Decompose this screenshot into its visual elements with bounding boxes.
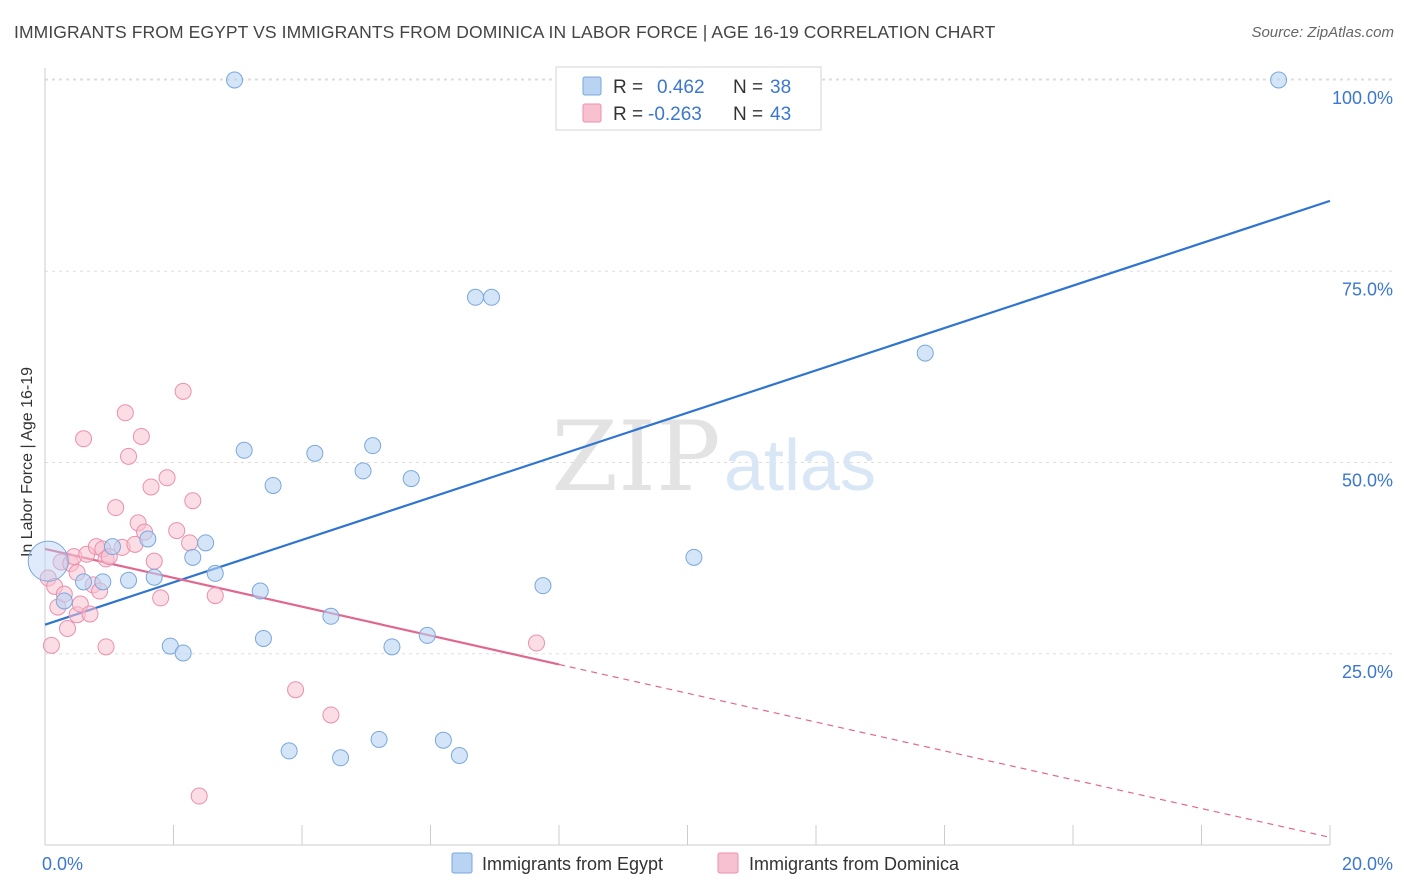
data-point-dominica xyxy=(120,447,138,465)
data-point-egypt xyxy=(354,462,372,480)
data-point-dominica xyxy=(181,534,199,552)
x-tick-label: 20.0% xyxy=(1342,854,1393,874)
data-point-egypt xyxy=(916,344,934,362)
y-tick-label: 100.0% xyxy=(1332,88,1393,108)
stats-n-value-egypt: 38 xyxy=(770,77,791,98)
data-point-dominica xyxy=(528,634,546,652)
y-tick-label: 75.0% xyxy=(1342,279,1393,299)
watermark-atlas: atlas xyxy=(724,426,876,506)
data-point-dominica xyxy=(158,469,176,487)
data-point-dominica xyxy=(132,427,150,445)
data-point-egypt xyxy=(534,577,552,595)
data-point-egypt xyxy=(120,571,138,589)
data-point-egypt xyxy=(75,573,93,591)
data-point-dominica xyxy=(75,430,93,448)
x-tick-label: 0.0% xyxy=(42,854,83,874)
data-point-egypt xyxy=(332,749,350,767)
stats-n-label-dominica: N = xyxy=(733,104,763,125)
data-point-egypt xyxy=(226,71,244,89)
data-point-dominica xyxy=(145,552,163,570)
chart-title: IMMIGRANTS FROM EGYPT VS IMMIGRANTS FROM… xyxy=(14,22,996,42)
gridlines xyxy=(45,78,1392,655)
data-point-egypt xyxy=(466,288,484,306)
watermark-zip: ZIP xyxy=(551,401,720,513)
data-point-egypt xyxy=(184,548,202,566)
data-point-egypt xyxy=(418,626,436,644)
data-point-dominica xyxy=(107,499,125,517)
data-point-egypt xyxy=(254,629,272,647)
data-point-egypt xyxy=(306,444,324,462)
stats-swatch-egypt xyxy=(582,76,602,96)
data-point-dominica xyxy=(58,620,76,638)
source-label: Source: ZipAtlas.com xyxy=(1251,24,1394,41)
data-point-dominica xyxy=(152,589,170,607)
legend-label-dominica: Immigrants from Dominica xyxy=(749,854,960,874)
data-point-egypt xyxy=(370,730,388,748)
data-point-dominica xyxy=(184,492,202,510)
data-point-egypt xyxy=(94,573,112,591)
trend-line-egypt xyxy=(44,199,1331,626)
data-point-dominica xyxy=(174,382,192,400)
data-point-dominica xyxy=(322,706,340,724)
stats-r-value-egypt: 0.462 xyxy=(657,77,705,98)
data-point-dominica xyxy=(97,638,115,656)
data-point-egypt xyxy=(434,731,452,749)
data-point-egypt xyxy=(383,638,401,656)
data-point-egypt xyxy=(145,568,163,586)
data-point-egypt xyxy=(402,470,420,488)
stats-legend: R = 0.462 N = 38 R = -0.263 N = 43 xyxy=(555,66,822,131)
data-points xyxy=(27,71,1288,805)
data-point-egypt xyxy=(235,441,253,459)
y-tick-label: 25.0% xyxy=(1342,662,1393,682)
data-point-egypt xyxy=(27,540,69,582)
data-point-dominica xyxy=(142,478,160,496)
trend-line-dominica-extension xyxy=(558,663,1331,838)
data-point-egypt xyxy=(206,564,224,582)
legend-label-egypt: Immigrants from Egypt xyxy=(482,854,663,874)
stats-swatch-dominica xyxy=(582,103,602,123)
data-point-dominica xyxy=(206,587,224,605)
data-point-egypt xyxy=(280,742,298,760)
data-point-egypt xyxy=(139,530,157,548)
stats-r-label-dominica: R = xyxy=(613,104,643,125)
data-point-egypt xyxy=(322,607,340,625)
legend-swatch-dominica xyxy=(717,852,739,874)
legend-swatch-egypt xyxy=(451,852,473,874)
data-point-dominica xyxy=(287,681,305,699)
stats-r-label-egypt: R = xyxy=(613,77,643,98)
stats-n-value-dominica: 43 xyxy=(770,104,791,125)
data-point-egypt xyxy=(103,538,121,556)
watermark: ZIP atlas xyxy=(551,401,876,513)
data-point-egypt xyxy=(264,476,282,494)
data-point-egypt xyxy=(251,582,269,600)
data-point-egypt xyxy=(1270,71,1288,89)
data-point-egypt xyxy=(174,644,192,662)
stats-n-label-egypt: N = xyxy=(733,77,763,98)
data-point-egypt xyxy=(364,437,382,455)
data-point-dominica xyxy=(168,522,186,540)
data-point-egypt xyxy=(197,534,215,552)
trend-lines xyxy=(44,199,1331,838)
axes: 25.0% 50.0% 75.0% 100.0% 0.0% 20.0% xyxy=(42,68,1393,874)
data-point-egypt xyxy=(483,288,501,306)
data-point-dominica xyxy=(116,404,134,422)
data-point-egypt xyxy=(55,592,73,610)
stats-r-value-dominica: -0.263 xyxy=(648,104,702,125)
data-point-egypt xyxy=(450,746,468,764)
data-point-dominica xyxy=(42,636,60,654)
data-point-dominica xyxy=(81,605,99,623)
y-tick-label: 50.0% xyxy=(1342,471,1393,491)
trend-line-dominica xyxy=(44,547,560,666)
data-point-egypt xyxy=(685,548,703,566)
data-point-dominica xyxy=(190,787,208,805)
bottom-legend: Immigrants from Egypt Immigrants from Do… xyxy=(451,852,960,874)
